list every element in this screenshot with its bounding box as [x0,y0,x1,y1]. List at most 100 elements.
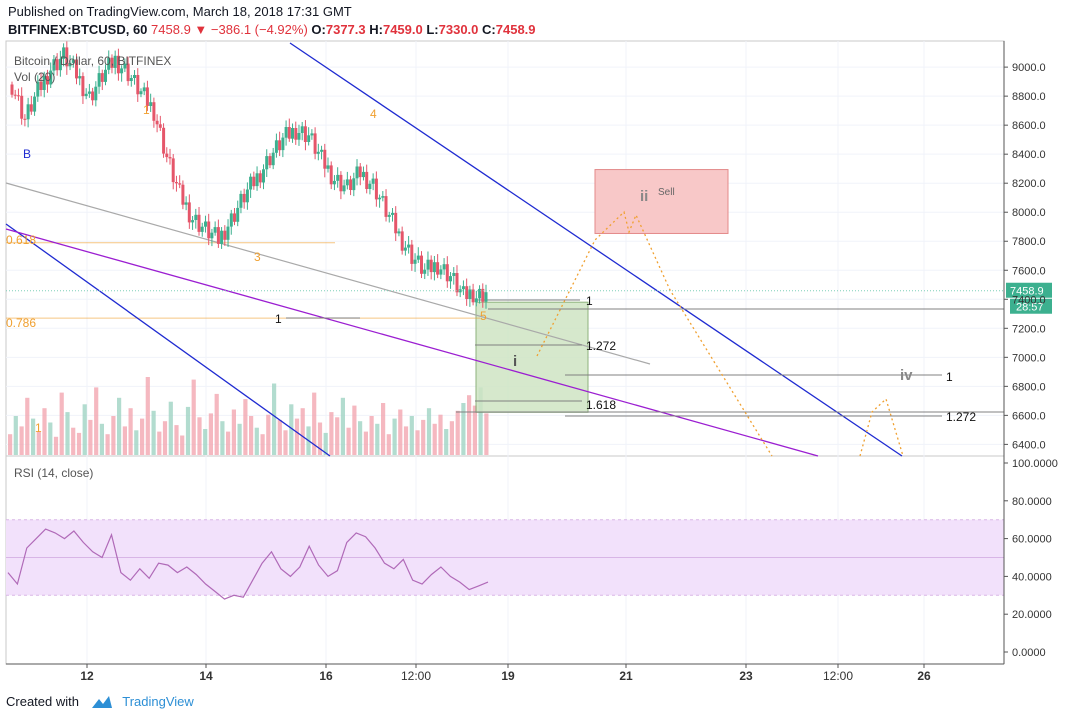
candle-body [23,118,27,120]
candle-body [432,262,436,273]
y-tick-label: 8000.0 [1012,207,1046,219]
volume-bar [208,413,213,455]
main-series-legend[interactable]: Bitcoin / Dollar, 60, BITFINEX [14,54,172,68]
y-tick-label: 8200.0 [1012,178,1046,190]
trend-lines[interactable] [5,42,1004,457]
volume-bar [323,432,328,455]
volume-bar [65,412,70,455]
volume-bar [317,422,323,455]
volume-bar [438,414,443,455]
y-tick-label: 7200.0 [1012,323,1046,335]
volume-bar [48,422,53,455]
candle-body [252,176,256,187]
volume-bar [157,431,162,455]
high-label: H: [369,22,383,37]
low-label: L: [426,22,439,37]
published-text: Published on TradingView.com, March 18, … [8,4,352,19]
candle-body [216,227,220,244]
volume-bar [369,416,374,455]
volume-bar [197,417,202,455]
volume-bar [352,405,357,455]
volume-bar [226,431,231,455]
candle-body [294,128,298,140]
chart-labels: B13451iiiivSell0.6180.78611.2721.61811.2… [6,103,1052,435]
candle-body [403,247,407,251]
volume-bar [375,423,380,455]
candle-body [113,55,117,68]
rsi-tick-label: 60.0000 [1012,534,1052,546]
volume-bar [449,421,454,455]
candle-body [336,174,340,181]
volume-bar [71,427,76,455]
candle-body [284,127,288,138]
rsi-tick-label: 80.0000 [1012,496,1052,508]
volume-bar [185,406,191,455]
volume-bar [386,434,391,455]
rsi-band [6,519,1004,596]
candle-body [449,276,452,282]
high-value: 7459.0 [382,22,423,37]
candle-body [307,135,311,142]
axes: 9000.0 8800.0 8600.0 8400.0 8200.0 8000.0 7800… [6,41,1058,683]
gray-trendline [5,182,651,365]
candle-body [75,59,78,79]
x-tick-label: 21 [619,669,633,683]
candle-body [36,81,40,97]
volume-bar [168,401,173,455]
footer: Created with TradingView [6,694,194,709]
volume-bar [381,403,386,455]
low-value: 7330.0 [438,22,479,37]
candle-body [87,91,91,94]
volume-bar [478,387,483,455]
volume-bar [53,436,59,455]
tradingview-brand[interactable]: TradingView [122,694,194,709]
candle-body [162,127,166,154]
candle-body [26,104,30,120]
close-label: C: [482,22,496,37]
volume-legend[interactable]: Vol (20) [14,70,56,84]
candle-body [223,230,227,240]
candle-body [281,137,285,151]
candle-body [145,87,149,106]
volume-bar [243,399,248,455]
candle-body [355,166,359,179]
candle-body [426,259,430,270]
candle-body [242,193,246,203]
volume-bar [260,434,265,455]
volume-bar [122,426,127,455]
candle-body [236,207,240,222]
tradingview-logo-icon [91,696,112,708]
candle-body [107,57,111,70]
candle-body [291,128,294,139]
volume-bar [403,426,409,455]
annotation-boxes[interactable] [6,169,729,413]
candle-body [226,226,230,240]
wave-label-b: B [23,147,31,161]
candle-body [455,273,459,293]
y-tick-label: 7000.0 [1012,352,1046,364]
volume-bar [254,427,259,455]
candle-body [155,120,159,125]
y-tick-label: 7600.0 [1012,265,1046,277]
candle-body [271,152,275,166]
published-line: Published on TradingView.com, March 18, … [8,4,352,19]
candle-body [461,286,465,290]
x-tick-label: 23 [739,669,753,683]
x-tick-label: 19 [501,669,515,683]
candle-body [439,269,443,275]
candle-body [345,179,349,186]
y-tick-label: 9000.0 [1012,62,1046,74]
candle-body [313,133,317,154]
candle-body [13,94,17,96]
candle-body [194,214,198,220]
candle-body [120,68,124,74]
countdown-tag-bg [1010,298,1052,314]
volume-bar [42,408,47,455]
candle-body [387,214,391,217]
candle-body [423,269,427,274]
rsi-legend[interactable]: RSI (14, close) [14,466,94,480]
candle-body [274,140,278,153]
projection-label-iv-1: 1 [946,370,953,384]
candle-body [332,180,336,185]
